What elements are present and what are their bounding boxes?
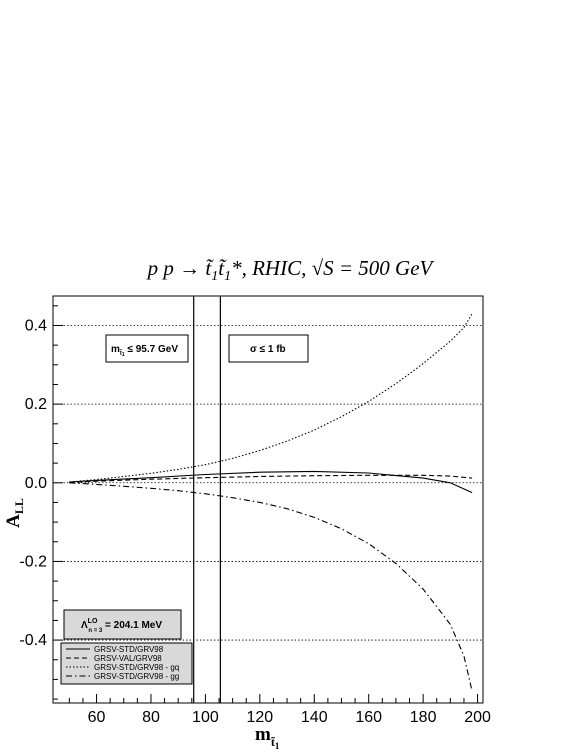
lambda-box: ΛLO n = 3 = 204.1 MeV: [63, 609, 182, 640]
title-rest: *, RHIC,: [231, 256, 312, 280]
legend: GRSV-STD/GRV98GRSV-VAL/GRV98GRSV-STD/GRV…: [60, 642, 193, 685]
y-axis-label: ALL: [3, 498, 26, 528]
mass-limit-m: m: [111, 344, 120, 355]
mass-limit-value: ≤ 95.7 GeV: [125, 344, 179, 355]
series-group: [69, 313, 473, 692]
legend-label-3: GRSV-STD/GRV98 - gg: [94, 672, 179, 681]
title-sqrt: √S: [312, 256, 335, 280]
lambda-sub: n = 3: [88, 628, 103, 634]
mass-limit-box: mt̃1 ≤ 95.7 GeV: [105, 334, 189, 363]
title-sub2: 1: [224, 269, 231, 284]
lambda-sup: LO: [88, 618, 98, 625]
y-tick-label-3: -0.2: [19, 553, 47, 570]
plot-frame: [52, 295, 484, 704]
y-axis-label-sub: LL: [12, 498, 26, 514]
y-tick-label-2: 0.0: [25, 475, 47, 492]
lambda-symbol: Λ: [81, 620, 88, 631]
x-axis-label-sub: t̃: [271, 735, 275, 749]
x-tick-label-4: 140: [301, 709, 328, 726]
title-prefix: p p →: [146, 256, 206, 280]
chart-title: p p → t̃1t̃1*, RHIC, √S = 500 GeV: [146, 256, 435, 284]
y-tick-label-0: 0.4: [25, 317, 47, 334]
x-tick-label-7: 200: [464, 709, 491, 726]
x-tick-label-0: 60: [88, 709, 106, 726]
mass-limit-sub: t̃: [120, 350, 123, 357]
x-axis-label-main: m: [255, 724, 271, 745]
title-energy: = 500 GeV: [334, 256, 435, 280]
title-stop1: t̃: [205, 256, 214, 280]
title-stop2: t̃: [218, 256, 227, 280]
legend-label-2: GRSV-STD/GRV98 - gq: [94, 663, 179, 672]
x-tick-label-5: 160: [355, 709, 382, 726]
limit-lines: [193, 296, 221, 703]
grid-lines: [53, 325, 483, 641]
legend-label-1: GRSV-VAL/GRV98: [94, 654, 162, 663]
x-axis-label-subsub: 1: [275, 741, 280, 751]
series-line-1: [69, 474, 473, 483]
legend-label-0: GRSV-STD/GRV98: [94, 645, 164, 654]
svg-text:mt̃1 ≤ 95.7 GeV: mt̃1 ≤ 95.7 GeV: [111, 344, 178, 358]
y-axis-label-main: A: [3, 514, 24, 528]
axis-ticks: 60 80 100 120 140 160 180 200 0.4 0.2 0.0 -0.2 -0.4: [19, 305, 491, 726]
x-tick-label-3: 120: [246, 709, 273, 726]
x-tick-label-6: 180: [410, 709, 437, 726]
y-tick-label-1: 0.2: [25, 396, 47, 413]
x-tick-label-2: 100: [192, 709, 219, 726]
y-tick-label-4: -0.4: [19, 632, 47, 649]
series-line-0: [69, 470, 473, 494]
cross-section-box: σ ≤ 1 fb: [228, 334, 309, 363]
title-sub1: 1: [211, 269, 218, 284]
x-axis-label: mt̃1: [255, 724, 280, 751]
series-line-3: [69, 482, 473, 692]
lambda-value: = 204.1 MeV: [102, 620, 162, 631]
x-tick-label-1: 80: [142, 709, 160, 726]
mass-limit-subsub: 1: [122, 352, 125, 358]
cross-section-text: σ ≤ 1 fb: [250, 344, 286, 355]
